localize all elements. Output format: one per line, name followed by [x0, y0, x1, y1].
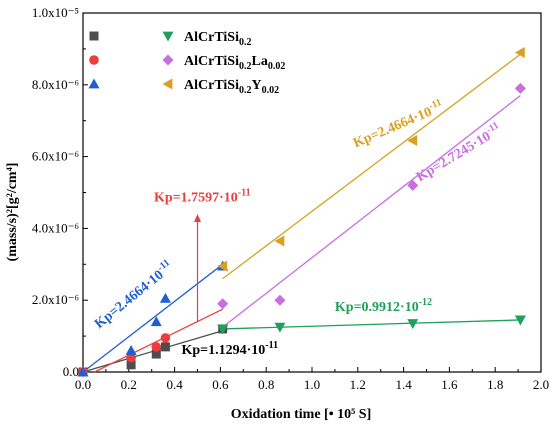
data-point-diamond [274, 294, 286, 306]
fit-lines [82, 53, 521, 373]
data-point-diamond [514, 82, 526, 94]
data-point-triangle-left [217, 260, 228, 272]
legend-label: AlCrTiSi0.2La0.02 [184, 54, 285, 72]
fit-line [94, 308, 223, 373]
x-tick-label: 1.0 [304, 377, 320, 392]
data-point-triangle-up [150, 316, 162, 327]
data-point-triangle-down [274, 322, 286, 333]
y-tick-label: 1.0x10⁻⁵ [32, 5, 79, 20]
data-point-circle [126, 352, 136, 363]
annotation-arrowhead [194, 214, 201, 223]
x-tick-label: 1.8 [487, 377, 503, 392]
fit-line [222, 319, 521, 330]
data-points [77, 46, 526, 377]
data-point-triangle-up [159, 292, 171, 303]
kp-annotation: Kp=2.4664·10-11 [90, 257, 176, 332]
kp-annotation: Kp=1.1294·10-11 [181, 340, 278, 358]
fit-line [222, 95, 521, 328]
data-point-diamond [407, 179, 419, 191]
y-tick-label: 0.0 [63, 364, 79, 379]
data-point-triangle-up [125, 344, 137, 355]
y-tick-label: 4.0x10⁻⁶ [32, 220, 79, 235]
data-point-triangle-down [217, 324, 229, 335]
x-tick-label: 0.2 [121, 377, 137, 392]
y-tick-label: 6.0x10⁻⁶ [32, 149, 79, 164]
legend-label: AlCrTiSi0.2Y0.02 [184, 78, 279, 96]
data-point-circle [151, 342, 162, 352]
y-tick-label: 8.0x10⁻⁶ [32, 77, 79, 92]
x-tick-label: 1.6 [441, 377, 458, 392]
x-tick-label: 0.0 [75, 377, 91, 392]
x-tick-label: 0.6 [212, 377, 229, 392]
plot-frame [82, 12, 542, 373]
data-point-square [160, 342, 170, 352]
legend-marker-diamond [162, 54, 174, 66]
data-point-circle [160, 333, 171, 343]
data-point-triangle-left [274, 235, 285, 247]
kp-annotation: Kp=2.4664·10-11 [350, 97, 446, 151]
data-point-triangle-left [514, 46, 525, 58]
legend-marker-square [89, 31, 99, 41]
legend-marker-triangle-down [162, 31, 174, 42]
kp-annotation: Kp=2.7245·10-11 [412, 120, 504, 185]
legend: AlCrTiSi0.2 AlCrTiSi0.2La0.02 AlCrTiSi0.2Y… [88, 30, 285, 96]
plot-border [82, 12, 542, 373]
x-tick-label: 1.4 [395, 377, 412, 392]
data-point-square [151, 349, 161, 359]
fit-line [222, 53, 521, 280]
data-point-triangle-left [407, 134, 418, 146]
kp-annotation: Kp=0.9912·10-12 [335, 297, 432, 315]
legend-marker-triangle-left [162, 78, 173, 90]
x-tick-label: 0.8 [258, 377, 274, 392]
x-axis-label: Oxidation time [• 10⁵ S] [231, 407, 372, 422]
x-axis-ticks: 0.0 0.2 0.4 0.6 0.8 1.0 1.2 1.4 1.6 1.8 2.0 [75, 367, 549, 392]
data-point-square [126, 360, 136, 370]
y-axis-label: (mass/s)²[g²/cm⁴] [5, 163, 20, 262]
x-tick-label: 2.0 [533, 377, 549, 392]
y-tick-label: 2.0x10⁻⁶ [32, 292, 79, 307]
kp-annotation: Kp=1.7597·10-11 [154, 187, 251, 205]
y-axis-ticks: 0.0 2.0x10⁻⁶ 4.0x10⁻⁶ 6.0x10⁻⁶ 8.0x10⁻⁶ 1.0x1… [32, 5, 88, 379]
fit-line [82, 263, 224, 373]
legend-marker-triangle-up [88, 78, 100, 89]
data-point-diamond [217, 298, 229, 310]
legend-marker-circle [89, 55, 99, 65]
data-point-triangle-up [77, 366, 89, 377]
legend-label: AlCrTiSi0.2 [184, 30, 251, 48]
x-tick-label: 0.4 [166, 377, 183, 392]
data-point-triangle-down [407, 319, 419, 330]
x-tick-label: 1.2 [350, 377, 366, 392]
data-point-triangle-down [514, 315, 526, 326]
